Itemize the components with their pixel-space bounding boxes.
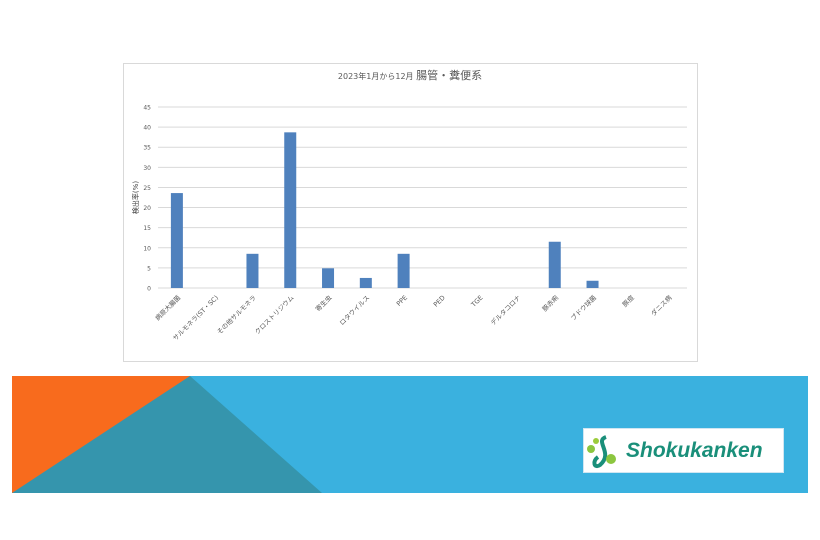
x-tick-label: TGE [469,294,485,310]
x-tick-label: ブドウ球菌 [569,293,599,323]
bar [586,280,599,288]
bar [170,193,183,288]
chart-container: 2023年1月から12月 腸管・糞便系 0 5 10 15 20 25 30 35 40 45 検出率… [123,63,698,362]
x-tick-label: デルタコロナ [488,293,522,327]
y-tick-label: 15 [143,225,151,232]
y-tick-label: 5 [147,265,151,272]
bar [359,277,372,288]
y-tick-label: 25 [143,185,151,192]
y-tick-label: 10 [143,245,151,252]
x-tick-label: ダニス病 [649,293,674,318]
bar [246,253,259,288]
y-tick-label: 40 [143,125,151,132]
y-tick-label: 30 [143,165,151,172]
y-tick-label: 45 [143,105,151,112]
x-tick-label: 豚痘 [620,293,636,309]
logo-mark-icon [587,434,616,468]
bar [397,253,410,288]
y-axis-label: 検出率(%) [131,181,140,214]
x-tick-label: 豚赤痢 [540,293,561,314]
x-tick-label: クロストリジウム [253,293,296,336]
y-tick-label: 0 [147,286,151,293]
x-tick-label: PPE [395,294,409,308]
x-tick-label: その他サルモネラ [215,293,258,336]
logo-text: Shokukanken [626,438,763,462]
x-tick-label: 病原大腸菌 [153,293,183,323]
x-tick-label: ロタウイルス [337,293,371,327]
bar [322,268,335,288]
shokukanken-logo: Shokukanken [583,428,784,473]
bar [284,132,297,288]
x-tick-label: 寄生虫 [313,293,334,314]
bar-chart: 2023年1月から12月 腸管・糞便系 0 5 10 15 20 25 30 35 40 45 検出率… [131,68,687,342]
chart-title: 2023年1月から12月 腸管・糞便系 [338,68,482,82]
x-tick-label: PED [432,294,447,309]
y-tick-label: 35 [143,145,151,152]
bar [548,241,561,288]
y-tick-label: 20 [143,205,151,212]
